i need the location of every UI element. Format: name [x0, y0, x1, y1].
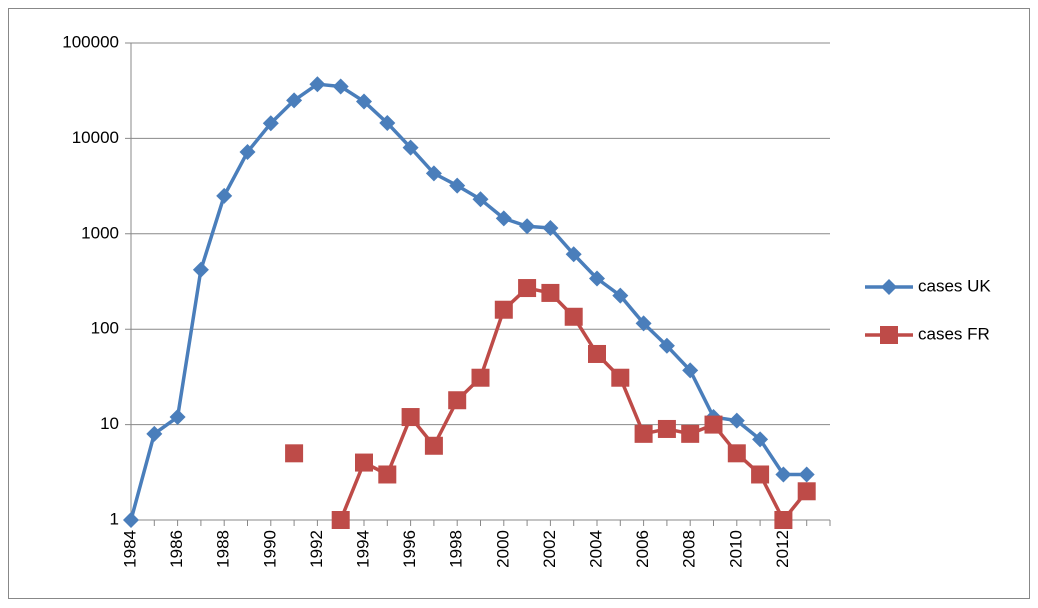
data-point [449, 177, 466, 194]
chart-border [8, 8, 1030, 599]
x-tick-label: 1994 [353, 530, 372, 568]
data-point [379, 115, 396, 132]
y-tick-label: 10 [100, 414, 119, 433]
x-tick-label: 2000 [493, 530, 512, 568]
data-point [402, 139, 419, 156]
data-point [752, 431, 769, 448]
y-tick-label: 1000 [81, 223, 119, 242]
legend-marker [880, 326, 898, 344]
data-point [239, 144, 256, 161]
data-point [472, 191, 489, 208]
legend-label: cases FR [918, 324, 990, 343]
data-point [332, 78, 349, 95]
x-tick-label: 1998 [447, 530, 466, 568]
data-point [495, 210, 512, 227]
data-point [634, 424, 653, 443]
x-tick-label: 1988 [214, 530, 233, 568]
data-point [635, 315, 652, 332]
data-point [424, 436, 443, 455]
data-point [309, 76, 326, 93]
data-point [123, 512, 139, 528]
data-point [192, 261, 209, 278]
data-point [797, 482, 816, 501]
x-tick-label: 2008 [680, 530, 699, 568]
data-point [378, 465, 397, 484]
data-point [355, 453, 373, 472]
data-point [775, 466, 792, 483]
data-point [425, 165, 442, 182]
data-point [356, 93, 372, 110]
x-tick-label: 1992 [307, 530, 326, 568]
x-tick-label: 2002 [540, 530, 559, 568]
legend-label: cases UK [918, 276, 991, 295]
data-point [331, 511, 350, 529]
x-tick-label: 1996 [400, 530, 419, 568]
data-point [564, 307, 583, 326]
x-tick-label: 2006 [633, 530, 652, 568]
data-point [611, 368, 630, 387]
data-point [565, 246, 582, 263]
data-point [146, 425, 163, 442]
x-tick-label: 2012 [773, 530, 792, 568]
x-tick-label: 2010 [726, 530, 745, 568]
data-point [798, 466, 815, 483]
data-point [541, 283, 560, 302]
data-point [518, 279, 537, 298]
data-point [727, 444, 746, 463]
legend-marker [881, 279, 897, 295]
y-tick-label: 10000 [72, 128, 119, 147]
data-point [286, 92, 303, 109]
data-point [774, 511, 793, 529]
data-point [542, 220, 559, 237]
x-tick-label: 2004 [586, 530, 605, 568]
data-point [169, 409, 186, 426]
data-point [612, 287, 629, 304]
data-point [658, 337, 675, 354]
data-point [471, 368, 490, 387]
y-tick-label: 100 [91, 319, 119, 338]
data-point [681, 424, 700, 443]
data-point [262, 115, 279, 132]
data-point [216, 187, 233, 204]
data-point [401, 408, 420, 427]
data-point [682, 362, 699, 379]
data-point [494, 300, 513, 319]
x-tick-label: 1984 [120, 530, 139, 568]
data-point [285, 444, 304, 463]
data-point [704, 415, 723, 434]
data-point [448, 391, 467, 410]
data-point [728, 412, 745, 429]
y-tick-label: 100000 [62, 32, 119, 51]
series-line [129, 82, 807, 521]
data-point [589, 270, 605, 287]
x-tick-label: 1990 [260, 530, 279, 568]
data-point [588, 344, 606, 363]
x-tick-label: 1986 [167, 530, 186, 568]
data-point [751, 465, 770, 484]
data-point [519, 218, 536, 235]
y-tick-label: 1 [110, 509, 119, 528]
data-point [657, 419, 676, 438]
